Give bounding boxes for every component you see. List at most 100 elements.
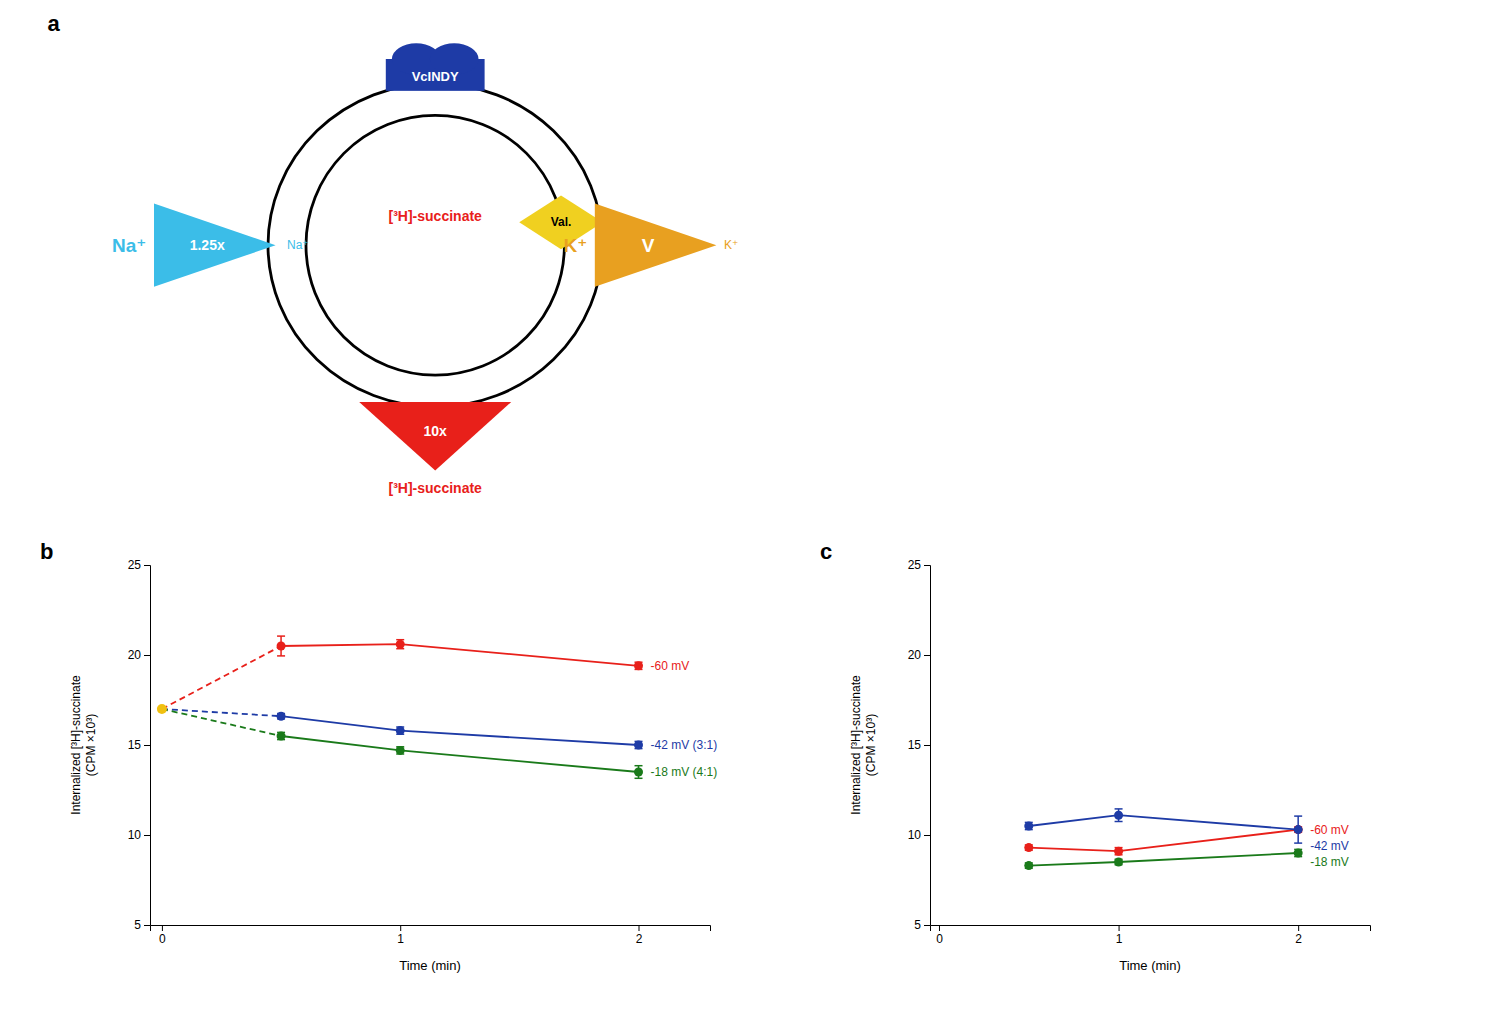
x-axis-line xyxy=(151,926,711,932)
error-bar-cap xyxy=(1294,815,1302,817)
panel-label: c xyxy=(820,539,832,564)
point xyxy=(1294,849,1303,858)
y-axis-title-line: Internalized [³H]-succinate xyxy=(69,675,83,815)
x-tick-label: 2 xyxy=(1295,932,1302,946)
series xyxy=(1024,849,1302,871)
error-bar xyxy=(1025,822,1033,829)
panel: 012510152025Time (min)Internalized [³H]-… xyxy=(820,539,1371,973)
error-bar xyxy=(396,727,404,734)
series-line xyxy=(1029,830,1298,852)
point xyxy=(1294,825,1303,834)
x-axis-line xyxy=(931,926,1371,932)
series xyxy=(1024,809,1302,843)
y-tick-mark xyxy=(144,655,150,656)
lead-in-line xyxy=(162,709,281,736)
y-tick-label: 15 xyxy=(128,738,142,752)
series-label: -60 mV xyxy=(1310,823,1349,837)
point xyxy=(1024,843,1033,852)
y-tick-label: 20 xyxy=(128,648,142,662)
series xyxy=(277,732,643,779)
series-label: -18 mV (4:1) xyxy=(651,765,718,779)
k-label: K⁺ xyxy=(563,235,587,256)
valinomycin-label: Val. xyxy=(551,215,572,229)
lead-in-line xyxy=(162,646,281,709)
y-tick-mark xyxy=(924,835,930,836)
series xyxy=(277,636,643,670)
series xyxy=(1024,825,1302,856)
y-tick: 10 xyxy=(128,828,150,842)
error-bar-cap xyxy=(1115,808,1123,810)
y-tick-mark xyxy=(924,565,930,566)
error-bar xyxy=(396,640,404,649)
x-axis: 0 1 2 xyxy=(931,925,1371,946)
y-tick-mark xyxy=(144,835,150,836)
outer-membrane xyxy=(268,84,602,407)
y-tick-label: 10 xyxy=(908,828,922,842)
inner-membrane xyxy=(306,115,564,375)
diagram: a[³H]-succinateVcINDYVal.1.25xNa⁺Na⁺VK⁺K… xyxy=(48,11,739,496)
point xyxy=(396,640,405,649)
plot-area xyxy=(1024,809,1302,870)
panel-label: b xyxy=(40,539,53,564)
point xyxy=(396,726,405,735)
error-bar-cap xyxy=(1294,842,1302,844)
x-tick-mark xyxy=(1119,925,1120,931)
y-tick: 25 xyxy=(128,558,150,572)
error-bar xyxy=(1115,848,1123,855)
series-line xyxy=(281,716,638,745)
x-tick: 1 xyxy=(397,925,404,946)
plot-area xyxy=(157,636,643,778)
x-tick-mark xyxy=(639,925,640,931)
series-label: -60 mV xyxy=(651,659,690,673)
y-tick-mark xyxy=(144,925,150,926)
y-axis-title: Internalized [³H]-succinate(CPM ×10³) xyxy=(69,675,98,815)
x-tick-mark xyxy=(1298,925,1299,931)
x-tick: 0 xyxy=(159,925,166,946)
y-axis-title-line: (CPM ×10³) xyxy=(84,714,98,776)
y-tick: 25 xyxy=(908,558,930,572)
y-tick-label: 15 xyxy=(908,738,922,752)
x-tick-label: 0 xyxy=(936,932,943,946)
series-line xyxy=(1029,815,1298,829)
y-tick-mark xyxy=(144,565,150,566)
error-bar xyxy=(396,747,404,754)
succinate-gradient-label: 10x xyxy=(424,423,448,439)
y-tick: 15 xyxy=(128,738,150,752)
y-axis-title: Internalized [³H]-succinate(CPM ×10³) xyxy=(849,675,878,815)
x-tick-mark xyxy=(162,925,163,931)
point xyxy=(277,732,286,741)
x-tick-label: 0 xyxy=(159,932,166,946)
error-bar xyxy=(635,766,643,779)
na-label-small: Na⁺ xyxy=(287,238,309,252)
x-tick: 2 xyxy=(1295,925,1302,946)
inside-label: [³H]-succinate xyxy=(389,208,483,224)
na-arrow xyxy=(154,204,276,287)
error-bar xyxy=(1115,809,1123,822)
na-gradient-label: 1.25x xyxy=(190,237,225,253)
y-tick-mark xyxy=(924,745,930,746)
point xyxy=(1114,811,1123,820)
point xyxy=(277,712,286,721)
x-tick-label: 1 xyxy=(397,932,404,946)
y-tick-mark xyxy=(924,925,930,926)
error-bar-cap xyxy=(277,635,285,637)
y-tick: 10 xyxy=(908,828,930,842)
k-arrow xyxy=(595,204,717,287)
x-tick: 1 xyxy=(1116,925,1123,946)
y-axis: 510152025 xyxy=(128,558,151,932)
point xyxy=(396,746,405,755)
figure: a[³H]-succinateVcINDYVal.1.25xNa⁺Na⁺VK⁺K… xyxy=(0,0,1500,1019)
series-line xyxy=(1029,853,1298,866)
start-point xyxy=(157,704,167,714)
y-axis: 510152025 xyxy=(908,558,931,932)
x-tick-label: 2 xyxy=(636,932,643,946)
k-arrow-label: V xyxy=(642,235,655,256)
y-tick-label: 25 xyxy=(908,558,922,572)
point xyxy=(1114,858,1123,867)
x-axis-title: Time (min) xyxy=(399,958,461,973)
k-label-small: K⁺ xyxy=(724,238,738,252)
series-line xyxy=(281,644,638,666)
y-axis-title-line: (CPM ×10³) xyxy=(864,714,878,776)
x-tick: 0 xyxy=(936,925,943,946)
point xyxy=(634,741,643,750)
